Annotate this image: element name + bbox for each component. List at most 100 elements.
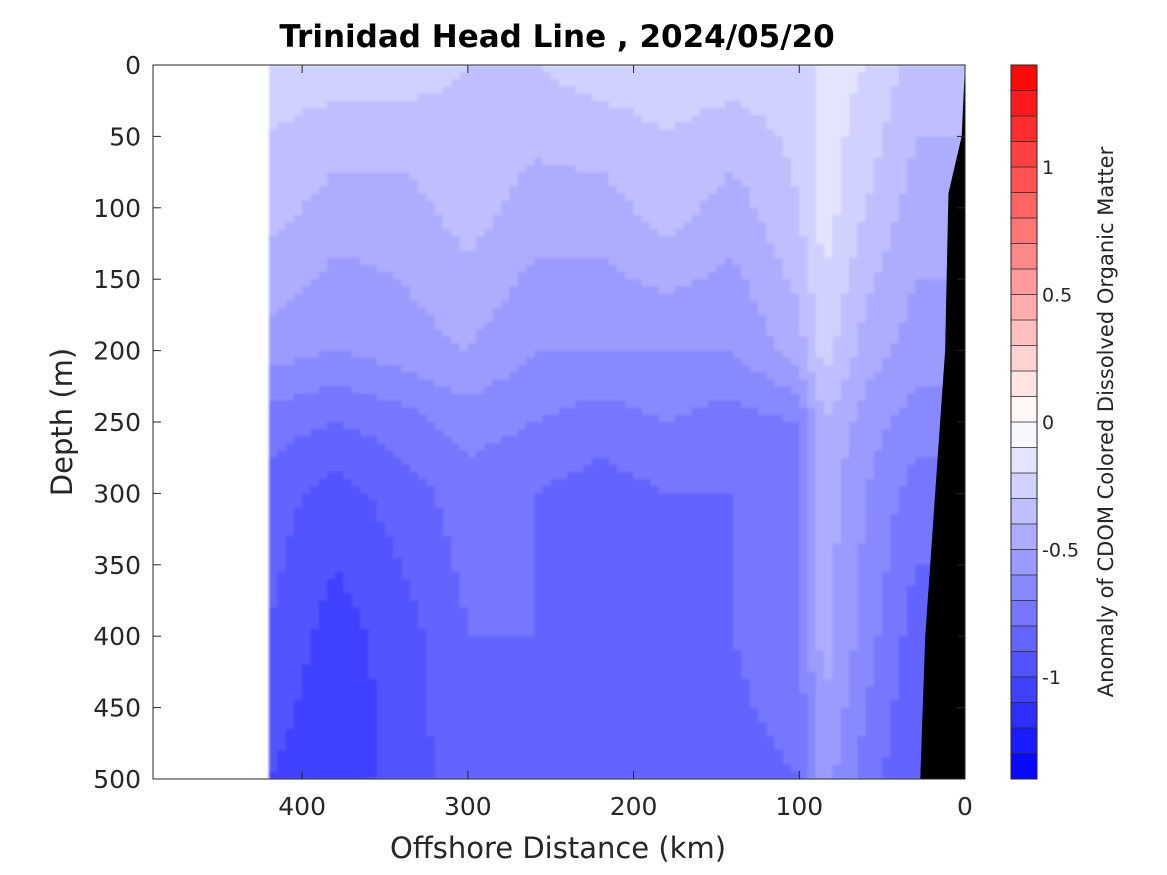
field-cell	[459, 79, 469, 88]
field-cell	[791, 129, 800, 137]
field-cell	[890, 193, 900, 202]
field-cell	[840, 400, 850, 409]
field-cell	[534, 293, 544, 302]
field-cell	[840, 422, 850, 430]
field-cell	[733, 222, 742, 230]
field-cell	[699, 422, 709, 430]
field-cell	[269, 486, 278, 494]
field-cell	[418, 65, 428, 73]
field-cell	[683, 350, 693, 359]
field-cell	[675, 457, 684, 466]
field-cell	[666, 179, 676, 187]
field-cell	[302, 222, 312, 230]
field-cell	[343, 264, 353, 273]
field-cell	[716, 193, 726, 202]
field-cell	[873, 450, 883, 459]
field-cell	[443, 236, 452, 245]
field-cell	[335, 79, 345, 88]
field-cell	[293, 93, 303, 102]
field-cell	[550, 479, 560, 487]
field-cell	[890, 214, 900, 223]
field-cell	[708, 429, 718, 437]
field-cell	[368, 186, 378, 195]
field-cell	[451, 114, 461, 123]
field-cell	[898, 300, 908, 309]
field-cell	[318, 107, 328, 116]
field-cell	[749, 436, 759, 445]
field-cell	[907, 350, 916, 359]
field-cell	[393, 343, 403, 352]
field-cell	[434, 393, 444, 402]
field-cell	[343, 129, 353, 137]
field-cell	[525, 257, 535, 266]
field-cell	[882, 479, 892, 487]
field-cell	[293, 343, 303, 352]
field-cell	[401, 486, 411, 494]
field-cell	[583, 272, 593, 280]
field-cell	[931, 207, 941, 216]
field-cell	[749, 172, 759, 180]
field-cell	[451, 322, 461, 330]
field-cell	[484, 257, 494, 266]
field-cell	[467, 350, 477, 359]
field-cell	[832, 72, 842, 80]
field-cell	[542, 86, 552, 95]
field-cell	[815, 164, 825, 173]
field-cell	[691, 379, 701, 387]
field-cell	[285, 436, 295, 445]
field-cell	[351, 72, 361, 80]
field-cell	[335, 179, 345, 187]
field-cell	[898, 86, 908, 95]
field-cell	[409, 307, 419, 316]
field-cell	[699, 414, 709, 423]
field-cell	[757, 400, 767, 409]
field-cell	[815, 129, 825, 137]
field-cell	[716, 350, 726, 359]
field-cell	[699, 293, 709, 302]
field-cell	[691, 350, 701, 359]
field-cell	[393, 107, 403, 116]
field-cell	[708, 207, 718, 216]
field-cell	[890, 65, 900, 73]
field-cell	[749, 179, 759, 187]
field-cell	[832, 379, 842, 387]
field-cell	[716, 307, 726, 316]
field-cell	[509, 393, 519, 402]
field-cell	[931, 72, 941, 80]
field-cell	[542, 107, 552, 116]
field-cell	[393, 222, 403, 230]
field-cell	[915, 143, 925, 152]
field-cell	[559, 236, 568, 245]
field-cell	[617, 443, 626, 452]
field-cell	[542, 236, 552, 245]
field-cell	[832, 364, 842, 373]
field-cell	[567, 222, 577, 230]
field-cell	[360, 79, 370, 88]
field-cell	[509, 179, 519, 187]
field-cell	[559, 179, 568, 187]
field-cell	[426, 300, 436, 309]
field-cell	[625, 471, 635, 480]
field-cell	[451, 79, 461, 88]
field-cell	[385, 450, 394, 459]
field-cell	[327, 243, 336, 252]
field-cell	[385, 443, 394, 452]
field-cell	[592, 400, 602, 409]
field-cell	[501, 222, 510, 230]
field-cell	[567, 114, 577, 123]
field-cell	[650, 222, 660, 230]
field-cell	[492, 207, 502, 216]
field-cell	[815, 400, 825, 409]
field-cell	[865, 65, 875, 73]
field-cell	[434, 72, 444, 80]
field-cell	[559, 336, 568, 345]
field-cell	[327, 222, 336, 230]
field-cell	[575, 479, 585, 487]
field-cell	[898, 443, 908, 452]
field-cell	[608, 229, 618, 237]
field-cell	[418, 307, 428, 316]
field-cell	[658, 150, 668, 159]
field-cell	[840, 343, 850, 352]
field-cell	[600, 207, 610, 216]
field-cell	[426, 129, 436, 137]
